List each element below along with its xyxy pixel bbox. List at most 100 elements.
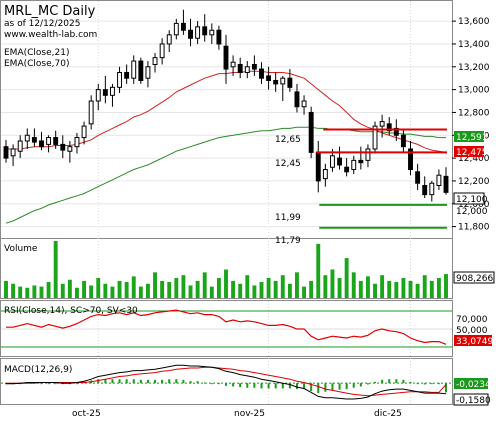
rsi-tick-70: 70,000 [456, 315, 488, 325]
level-label-1199: 11,99 [275, 213, 301, 223]
tag-bg-white [453, 192, 485, 205]
x-label-dic: dic-25 [374, 409, 402, 419]
volume-layer [4, 241, 448, 298]
volume-bar [103, 283, 108, 298]
candle-down [386, 123, 392, 132]
macd-hist-bar [189, 381, 192, 384]
volume-bar [224, 269, 228, 298]
macd-hist-bar [54, 383, 57, 385]
candle-down [273, 79, 279, 85]
macd-hist-bar [97, 379, 100, 384]
volume-bar [422, 275, 427, 298]
volume-bar [39, 286, 44, 298]
candle-up [195, 26, 201, 39]
macd-hist-bar [324, 383, 327, 392]
volume-bar [160, 280, 165, 298]
volume-bar [96, 278, 101, 298]
candle-down [60, 143, 66, 151]
macd-hist-bar [217, 383, 220, 385]
macd-hist-bar [310, 383, 313, 392]
volume-bar [60, 283, 65, 298]
candle-down [443, 175, 449, 193]
level-label-1245: 12,45 [275, 159, 301, 169]
macd-hist-bar [139, 379, 142, 384]
chart-subtitle: as of 12/12/2025 [4, 19, 80, 29]
volume-bar [124, 282, 129, 298]
candle-up [152, 57, 158, 65]
volume-bar [32, 285, 37, 298]
candle-down [422, 184, 428, 196]
candle-down [344, 166, 350, 173]
x-label-nov: nov-25 [234, 409, 265, 419]
volume-bar [415, 283, 420, 298]
volume-bar [117, 280, 122, 298]
volume-bar [351, 272, 356, 298]
candle-down [237, 63, 243, 73]
volume-bar [408, 280, 413, 298]
macd-tag-bg-2 [453, 393, 489, 406]
volume-bar [344, 258, 349, 298]
tag-12475: 12,475 [456, 148, 488, 158]
volume-label: Volume [4, 244, 38, 254]
chart-title: MRL_MC Daily [4, 4, 96, 19]
rsi-label: RSI(Close,14), SC>70, SV<30 [4, 306, 138, 316]
candle-down [102, 89, 108, 96]
candle-down [408, 148, 413, 171]
volume-tag: 908,266 [456, 274, 493, 284]
macd-hist-bar [40, 383, 43, 385]
candle-up [230, 61, 236, 68]
volume-bar [302, 286, 307, 298]
volume-bar [53, 241, 58, 298]
source-url: www.wealth-lab.com [4, 30, 97, 40]
volume-bar [174, 278, 179, 298]
candles-layer [3, 9, 449, 202]
macd-hist-bar [111, 379, 114, 384]
candle-up [74, 137, 80, 148]
volume-bar [89, 285, 94, 298]
volume-bar [273, 280, 278, 298]
macd-hist-bar [253, 383, 256, 388]
volume-bar [231, 280, 236, 298]
candle-down [393, 127, 399, 136]
candle-up [301, 100, 307, 108]
candle-up [166, 34, 172, 45]
macd-hist-bar [225, 383, 227, 386]
volume-bar [380, 275, 385, 298]
candle-up [131, 60, 137, 79]
candle-down [266, 75, 272, 81]
volume-bar [295, 272, 299, 298]
macd-hist-bar [161, 379, 164, 384]
volume-bar [330, 269, 335, 298]
candle-up [351, 159, 357, 171]
candle-down [202, 26, 208, 36]
macd-hist-bar [182, 379, 185, 384]
macd-hist-bar [288, 383, 291, 389]
rsi-tick-50: 50,000 [456, 326, 488, 336]
macd-hist-bar [437, 383, 440, 385]
volume-bar [202, 272, 207, 298]
candle-down [259, 68, 264, 79]
candle-up [145, 66, 151, 79]
rsi-tag-bg [454, 335, 492, 346]
candle-down [3, 146, 9, 159]
candle-down [31, 137, 37, 143]
macd-hist-bar [281, 383, 284, 389]
macd-hist-bar [260, 383, 263, 389]
volume-bar [25, 287, 30, 298]
candle-up [330, 155, 335, 168]
macd-hist-bar [402, 379, 405, 384]
tag-12100: 12,100 [456, 195, 488, 205]
candle-down [358, 159, 364, 164]
macd-hist-bar [104, 379, 107, 384]
macd-hist-bar [232, 383, 235, 387]
rsi-layer [1, 309, 452, 348]
price-tick-label: 13,000 [458, 86, 490, 96]
volume-bar [394, 282, 399, 298]
candle-down [287, 77, 293, 88]
candle-up [429, 182, 435, 196]
volume-bar [238, 283, 243, 298]
candle-down [223, 45, 229, 70]
macd-hist-bar [409, 381, 412, 384]
candle-down [308, 111, 314, 153]
